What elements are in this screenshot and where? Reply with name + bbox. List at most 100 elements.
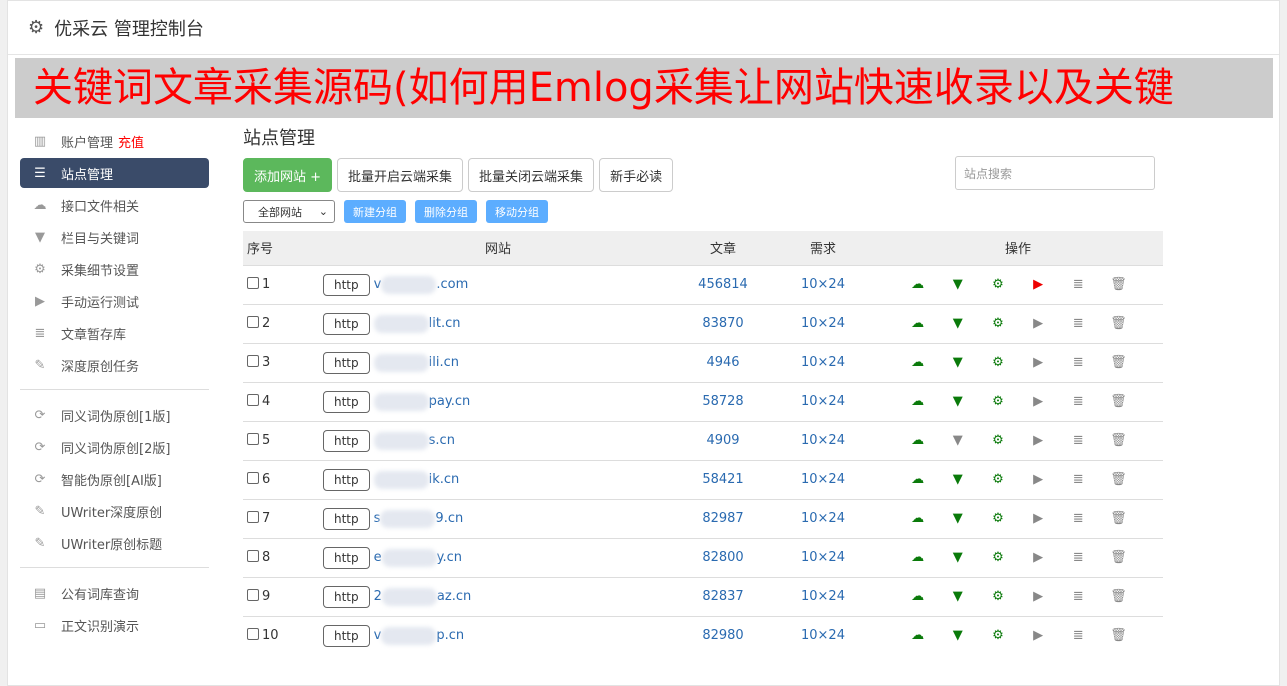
article-count[interactable]: 4909: [673, 420, 773, 460]
database-icon[interactable]: ≣: [1072, 394, 1084, 409]
trash-icon[interactable]: 🗑: [1110, 355, 1127, 370]
sidebar-item[interactable]: ▶ 手动运行测试: [20, 286, 209, 316]
row-checkbox[interactable]: [247, 628, 259, 641]
filter-icon[interactable]: ▼: [952, 433, 963, 448]
filter-icon[interactable]: ▼: [952, 394, 963, 409]
site-domain-link[interactable]: s 9.cn: [374, 509, 463, 528]
filter-icon[interactable]: ▼: [952, 316, 963, 331]
protocol-badge[interactable]: http: [323, 507, 370, 530]
batch-disable-cloud-button[interactable]: 批量关闭云端采集: [468, 158, 595, 192]
demand-value[interactable]: 10×24: [773, 576, 873, 616]
row-checkbox[interactable]: [247, 550, 259, 562]
protocol-badge[interactable]: http: [323, 351, 370, 374]
gears-icon[interactable]: ⚙: [992, 628, 1004, 644]
protocol-badge[interactable]: http: [323, 390, 370, 413]
sidebar-item[interactable]: ✎ UWriter深度原创: [20, 496, 209, 526]
site-domain-link[interactable]: s.cn: [373, 431, 455, 450]
demand-value[interactable]: 10×24: [773, 459, 873, 499]
sidebar-item[interactable]: ▤ 公有词库查询: [20, 578, 209, 608]
add-site-button[interactable]: 添加网站 +: [243, 158, 333, 192]
database-icon[interactable]: ≣: [1072, 511, 1084, 526]
site-domain-link[interactable]: v p.cn: [374, 626, 464, 645]
protocol-badge[interactable]: http: [323, 624, 370, 647]
database-icon[interactable]: ≣: [1072, 277, 1084, 292]
row-checkbox[interactable]: [247, 316, 259, 328]
play-icon[interactable]: ▶: [1033, 316, 1044, 331]
sidebar-item[interactable]: ⟳ 同义词伪原创[1版]: [20, 400, 209, 430]
filter-icon[interactable]: ▼: [952, 628, 963, 644]
database-icon[interactable]: ≣: [1072, 550, 1084, 565]
trash-icon[interactable]: 🗑: [1110, 316, 1127, 331]
sidebar-item[interactable]: ✎ 深度原创任务: [20, 350, 209, 380]
site-domain-link[interactable]: lit.cn: [373, 314, 460, 333]
gears-icon[interactable]: ⚙: [992, 511, 1004, 526]
sidebar-item[interactable]: ✎ UWriter原创标题: [20, 528, 209, 558]
row-checkbox[interactable]: [247, 433, 259, 445]
play-icon[interactable]: ▶: [1033, 472, 1044, 487]
database-icon[interactable]: ≣: [1072, 472, 1084, 487]
demand-value[interactable]: 10×24: [773, 537, 873, 577]
gears-icon[interactable]: ⚙: [992, 433, 1004, 448]
group-select[interactable]: 全部网站 ⌄: [243, 200, 335, 223]
article-count[interactable]: 456814: [673, 264, 773, 304]
trash-icon[interactable]: 🗑: [1110, 511, 1127, 526]
filter-icon[interactable]: ▼: [952, 550, 963, 565]
article-count[interactable]: 82800: [673, 537, 773, 577]
row-checkbox[interactable]: [247, 589, 259, 601]
gears-icon[interactable]: ⚙: [992, 355, 1004, 370]
sidebar-item[interactable]: ⟳ 同义词伪原创[2版]: [20, 432, 209, 462]
demand-value[interactable]: 10×24: [773, 420, 873, 460]
sidebar-item[interactable]: ⚙ 采集细节设置: [20, 254, 209, 284]
delete-group-button[interactable]: 删除分组: [415, 200, 477, 223]
cloud-upload-icon[interactable]: ☁: [911, 472, 925, 487]
cloud-upload-icon[interactable]: ☁: [911, 355, 925, 370]
database-icon[interactable]: ≣: [1072, 589, 1084, 604]
database-icon[interactable]: ≣: [1072, 628, 1084, 644]
gears-icon[interactable]: ⚙: [992, 550, 1004, 565]
demand-value[interactable]: 10×24: [773, 498, 873, 538]
sidebar-item[interactable]: ▭ 正文识别演示: [20, 610, 209, 640]
gears-icon[interactable]: ⚙: [992, 316, 1004, 331]
site-domain-link[interactable]: ili.cn: [373, 353, 459, 372]
filter-icon[interactable]: ▼: [952, 511, 963, 526]
gears-icon[interactable]: ⚙: [992, 589, 1004, 604]
trash-icon[interactable]: 🗑: [1110, 433, 1127, 448]
article-count[interactable]: 82980: [673, 615, 773, 655]
play-icon[interactable]: ▶: [1033, 277, 1044, 292]
play-icon[interactable]: ▶: [1033, 511, 1044, 526]
cloud-upload-icon[interactable]: ☁: [911, 589, 925, 604]
site-domain-link[interactable]: v .com: [374, 275, 468, 294]
demand-value[interactable]: 10×24: [773, 264, 873, 304]
filter-icon[interactable]: ▼: [952, 589, 963, 604]
demand-value[interactable]: 10×24: [773, 381, 873, 421]
article-count[interactable]: 82987: [673, 498, 773, 538]
filter-icon[interactable]: ▼: [952, 355, 963, 370]
site-domain-link[interactable]: pay.cn: [373, 392, 470, 411]
sidebar-item[interactable]: ≣ 文章暂存库: [20, 318, 209, 348]
trash-icon[interactable]: 🗑: [1110, 589, 1127, 604]
demand-value[interactable]: 10×24: [773, 342, 873, 382]
site-domain-link[interactable]: ik.cn: [373, 470, 459, 489]
sidebar-item[interactable]: ▼ 栏目与关键词: [20, 222, 209, 252]
protocol-badge[interactable]: http: [323, 429, 370, 452]
protocol-badge[interactable]: http: [323, 546, 370, 569]
sidebar-item[interactable]: ☁ 接口文件相关: [20, 190, 209, 220]
cloud-upload-icon[interactable]: ☁: [911, 433, 925, 448]
cloud-upload-icon[interactable]: ☁: [911, 511, 925, 526]
trash-icon[interactable]: 🗑: [1110, 394, 1127, 409]
sidebar-item[interactable]: ▥ 账户管理 充值: [20, 126, 209, 156]
row-checkbox[interactable]: [247, 277, 259, 289]
play-icon[interactable]: ▶: [1033, 355, 1044, 370]
play-icon[interactable]: ▶: [1033, 589, 1044, 604]
play-icon[interactable]: ▶: [1033, 550, 1044, 565]
new-group-button[interactable]: 新建分组: [344, 200, 406, 223]
trash-icon[interactable]: 🗑: [1110, 277, 1127, 292]
play-icon[interactable]: ▶: [1033, 628, 1044, 644]
protocol-badge[interactable]: http: [323, 312, 370, 335]
database-icon[interactable]: ≣: [1072, 355, 1084, 370]
article-count[interactable]: 83870: [673, 303, 773, 343]
database-icon[interactable]: ≣: [1072, 433, 1084, 448]
site-domain-link[interactable]: 2 az.cn: [374, 587, 471, 606]
filter-icon[interactable]: ▼: [952, 472, 963, 487]
demand-value[interactable]: 10×24: [773, 303, 873, 343]
